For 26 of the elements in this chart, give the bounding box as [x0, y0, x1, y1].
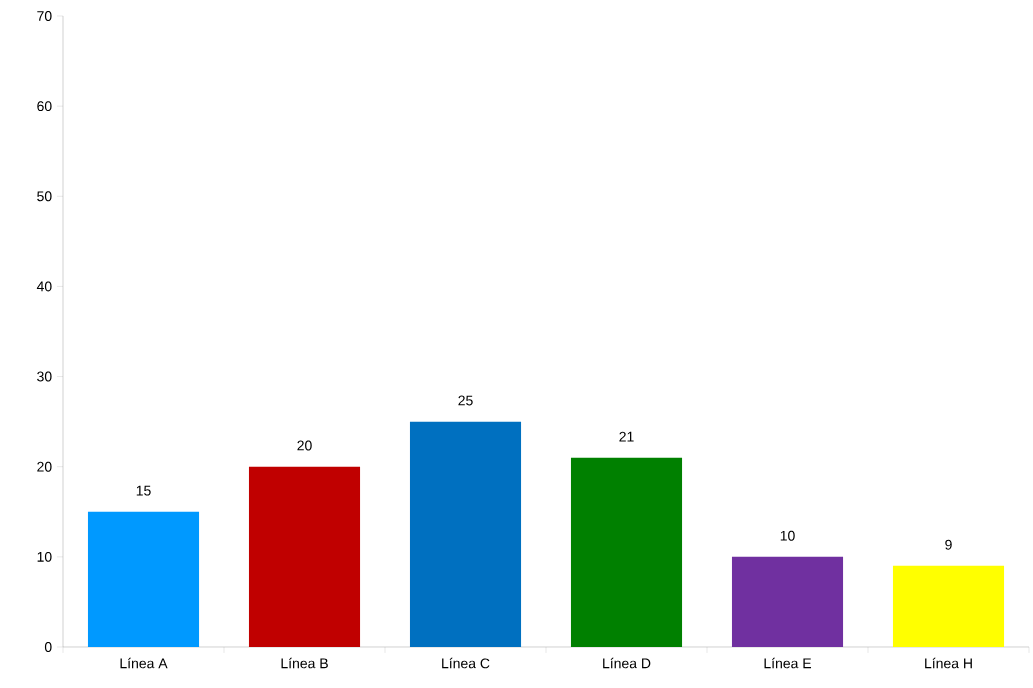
y-tick-label: 30	[37, 371, 52, 382]
y-tick-label: 70	[37, 11, 52, 21]
x-tick-label: Línea B	[281, 657, 328, 669]
data-label: 9	[945, 539, 952, 550]
bar	[87, 511, 200, 647]
data-label: 15	[136, 485, 151, 496]
bar	[570, 457, 683, 647]
x-tick-label: Línea E	[764, 657, 812, 669]
y-tick-label: 60	[37, 101, 52, 112]
y-tick-label: 40	[36, 281, 52, 292]
x-tick-label: Línea C	[442, 657, 490, 669]
data-label: 21	[619, 431, 634, 442]
x-tick-label: Línea H	[925, 657, 972, 669]
y-tick-label: 50	[37, 191, 52, 202]
bar	[409, 421, 522, 647]
data-label: 10	[780, 530, 795, 541]
bar	[248, 466, 361, 647]
data-label: 20	[297, 440, 312, 451]
bar	[731, 556, 844, 647]
y-tick-label: 0	[44, 642, 52, 652]
y-tick-label: 20	[37, 461, 52, 472]
data-label: 25	[458, 395, 473, 406]
y-tick-label: 10	[37, 551, 52, 562]
x-tick-label: Línea D	[603, 657, 651, 669]
bar	[892, 565, 1005, 647]
x-tick-label: Línea A	[120, 657, 168, 669]
